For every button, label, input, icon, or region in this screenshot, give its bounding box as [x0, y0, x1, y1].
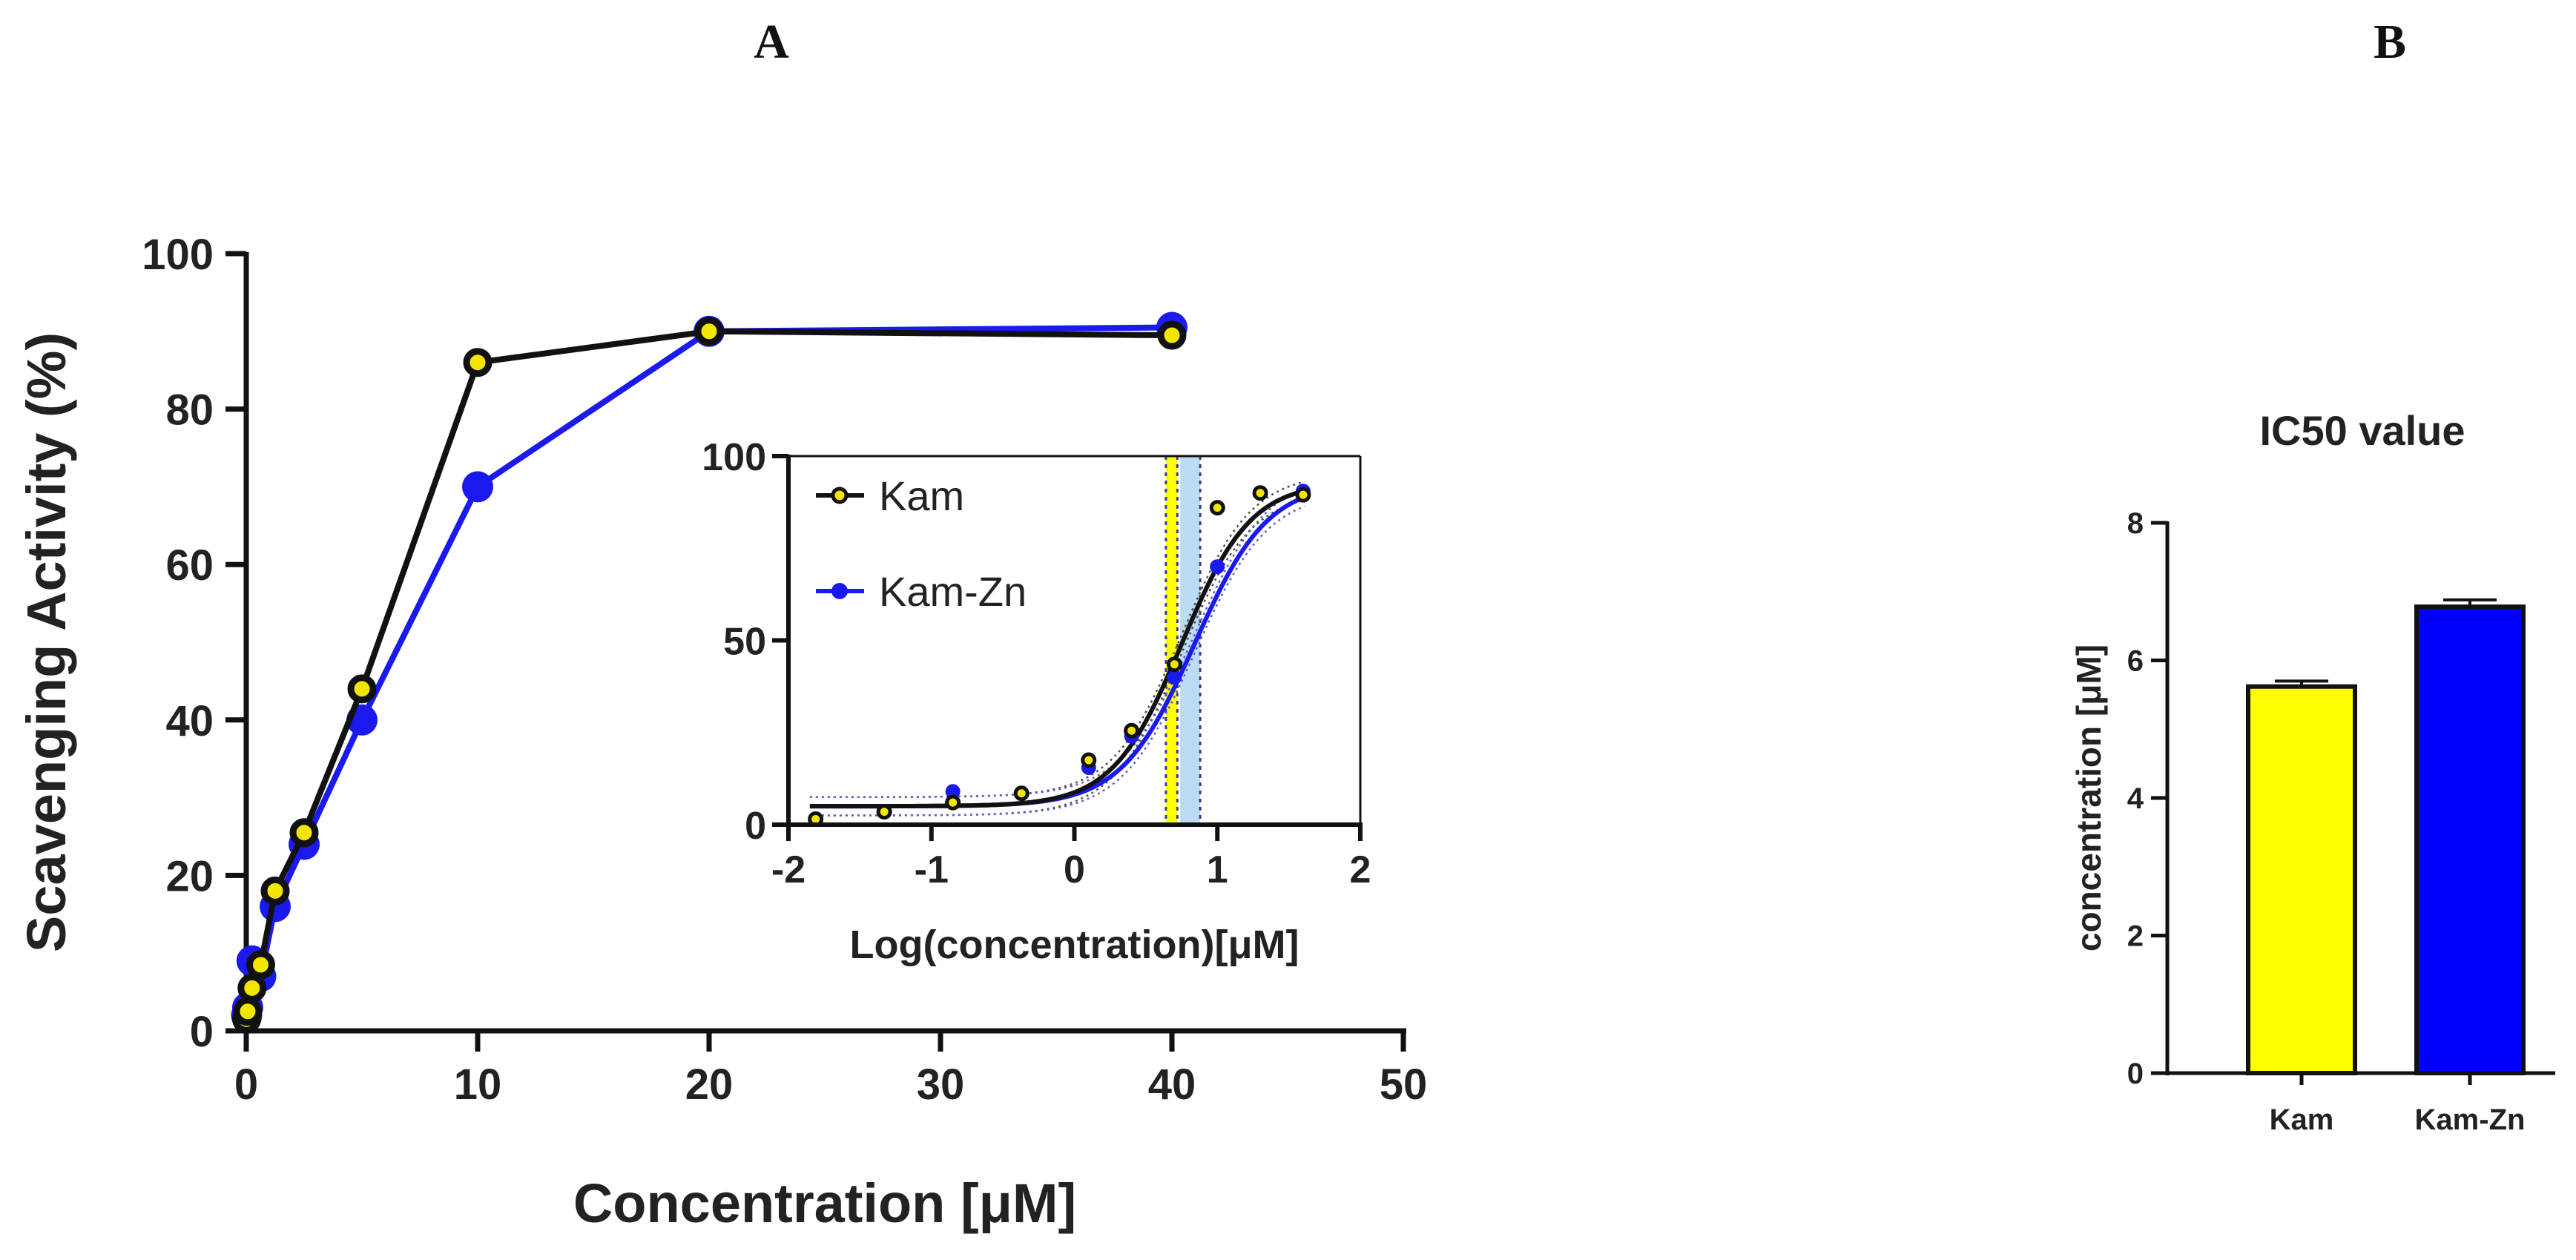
inset-kam-point	[1013, 785, 1030, 802]
inset-x-tick-label: -2	[771, 848, 806, 891]
kam-point	[1157, 320, 1187, 350]
inset-kam-point	[1081, 752, 1097, 768]
y-tick-label: 60	[165, 541, 214, 590]
bar-y-tick-label: 8	[2127, 507, 2144, 540]
inset-x-tick-label: 0	[1064, 848, 1085, 891]
bar-category-label: Kam-Zn	[2415, 1104, 2526, 1136]
x-tick-label: 20	[685, 1061, 734, 1109]
inset-kam-point	[945, 794, 961, 811]
inset-x-axis-title: Log(concentration)[μM]	[850, 923, 1299, 967]
x-axis-title: Concentration [μM]	[573, 1172, 1076, 1234]
y-tick-label: 0	[190, 1008, 214, 1056]
inset-y-tick-label: 50	[723, 621, 766, 664]
inset-kam-zn-point	[1210, 559, 1225, 575]
kam-point	[289, 818, 319, 848]
inset-x-tick-label: -1	[915, 848, 949, 891]
panel-label-b: B	[2374, 15, 2406, 69]
ic50-chart-title: IC50 value	[2259, 407, 2465, 454]
x-tick-label: 50	[1380, 1061, 1428, 1109]
legend-kam-label: Kam	[879, 472, 964, 519]
inset-kam-point	[1166, 656, 1182, 673]
y-axis-title: Scavenging Activity (%)	[16, 332, 77, 952]
y-tick-label: 20	[165, 852, 214, 900]
inset-kam-point	[1124, 722, 1140, 739]
inset-kam-zn-point	[1167, 670, 1182, 685]
inset-kam-point	[1252, 485, 1268, 501]
bar-category-label: Kam	[2270, 1104, 2334, 1136]
y-tick-label: 40	[165, 697, 214, 745]
y-tick-label: 80	[165, 386, 214, 435]
kam-point	[694, 317, 724, 346]
bar-y-axis-title: concentration [μM]	[2069, 644, 2108, 951]
bar-y-tick-label: 0	[2127, 1058, 2144, 1090]
inset-x-tick-label: 2	[1350, 848, 1371, 891]
kam-point	[246, 950, 275, 980]
kam-point	[463, 348, 493, 377]
bar-y-tick-label: 2	[2127, 920, 2144, 953]
fit-ci-upper	[809, 486, 1305, 798]
x-tick-label: 10	[454, 1061, 502, 1109]
inset-x-tick-label: 1	[1207, 848, 1228, 891]
bar-kam	[2246, 684, 2357, 1075]
inset-y-tick-label: 0	[745, 805, 766, 848]
kam-ic50-band	[1165, 456, 1178, 825]
kam-point	[237, 973, 267, 1003]
legend-kam-marker	[831, 486, 849, 504]
kam-point	[233, 997, 263, 1026]
x-tick-label: 0	[234, 1061, 258, 1109]
bar-y-tick-label: 6	[2127, 645, 2144, 678]
inset-kam-point	[1295, 486, 1311, 503]
inset-chart: 0 50 100 -2 -1 0 1 2 Log(concentration)[μM] Kam Ka…	[702, 436, 1371, 967]
legend-kam-zn-label: Kam-Zn	[879, 568, 1027, 615]
inset-kam-zn-point	[945, 784, 961, 799]
y-tick-label: 100	[142, 231, 214, 279]
x-tick-label: 30	[917, 1061, 965, 1109]
kam-point	[260, 876, 290, 906]
panel-label-a: A	[754, 15, 789, 69]
inset-background	[788, 456, 1360, 825]
bar-y-tick-label: 4	[2127, 782, 2144, 815]
x-tick-label: 40	[1148, 1061, 1196, 1109]
kam-zn-point	[462, 471, 493, 503]
ic50-bar-chart: IC50 value 0 2 4 6 8 concentration [μM] Kam Kam-…	[2069, 407, 2555, 1136]
fit-ci-lower	[809, 505, 1305, 817]
legend-kam-zn-marker	[831, 583, 848, 599]
kam-fit-curve	[809, 488, 1305, 809]
inset-kam-point	[1209, 500, 1225, 516]
inset-y-tick-label: 100	[702, 436, 766, 479]
kam-point	[347, 674, 377, 704]
inset-kam-point	[876, 804, 892, 820]
bar-kam-zn	[2414, 604, 2526, 1075]
